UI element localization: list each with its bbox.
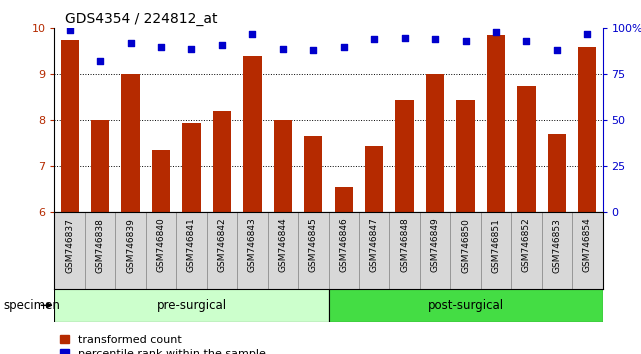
Bar bbox=[85, 212, 115, 289]
Point bbox=[460, 38, 470, 44]
Text: GSM746845: GSM746845 bbox=[309, 218, 318, 273]
Bar bbox=[91, 120, 109, 212]
Bar bbox=[578, 47, 596, 212]
Bar bbox=[456, 100, 474, 212]
Point bbox=[582, 31, 592, 37]
Text: GSM746851: GSM746851 bbox=[492, 218, 501, 273]
Text: GSM746837: GSM746837 bbox=[65, 218, 74, 273]
Point bbox=[552, 47, 562, 53]
Bar bbox=[365, 146, 383, 212]
Text: specimen: specimen bbox=[3, 299, 60, 312]
Text: GSM746846: GSM746846 bbox=[339, 218, 348, 273]
Text: GSM746847: GSM746847 bbox=[370, 218, 379, 273]
Text: GSM746838: GSM746838 bbox=[96, 218, 104, 273]
Point bbox=[491, 29, 501, 35]
Text: GSM746853: GSM746853 bbox=[553, 218, 562, 273]
Bar bbox=[274, 120, 292, 212]
Bar bbox=[426, 74, 444, 212]
Bar bbox=[61, 40, 79, 212]
Bar bbox=[481, 212, 511, 289]
Point bbox=[95, 59, 105, 64]
Bar bbox=[152, 150, 171, 212]
Text: GSM746841: GSM746841 bbox=[187, 218, 196, 273]
Point bbox=[278, 46, 288, 51]
Text: pre-surgical: pre-surgical bbox=[156, 299, 226, 312]
Text: GSM746840: GSM746840 bbox=[156, 218, 165, 273]
Text: GSM746848: GSM746848 bbox=[400, 218, 409, 273]
Bar bbox=[54, 289, 328, 322]
Point bbox=[430, 36, 440, 42]
Point bbox=[308, 47, 319, 53]
Bar bbox=[359, 212, 389, 289]
Point bbox=[369, 36, 379, 42]
Bar bbox=[176, 212, 206, 289]
Text: GSM746844: GSM746844 bbox=[278, 218, 287, 272]
Point bbox=[126, 40, 136, 46]
Text: GSM746852: GSM746852 bbox=[522, 218, 531, 273]
Point bbox=[247, 31, 258, 37]
Text: GSM746854: GSM746854 bbox=[583, 218, 592, 273]
Bar bbox=[54, 212, 85, 289]
Bar bbox=[517, 86, 535, 212]
Bar bbox=[304, 137, 322, 212]
Bar bbox=[182, 123, 201, 212]
Bar bbox=[389, 212, 420, 289]
Point bbox=[217, 42, 227, 48]
Text: post-surgical: post-surgical bbox=[428, 299, 504, 312]
Bar bbox=[213, 111, 231, 212]
Legend: transformed count, percentile rank within the sample: transformed count, percentile rank withi… bbox=[60, 335, 265, 354]
Bar bbox=[572, 212, 603, 289]
Point bbox=[399, 35, 410, 40]
Text: GSM746849: GSM746849 bbox=[431, 218, 440, 273]
Text: GSM746839: GSM746839 bbox=[126, 218, 135, 273]
Text: GSM746843: GSM746843 bbox=[248, 218, 257, 273]
Point bbox=[338, 44, 349, 50]
Bar bbox=[511, 212, 542, 289]
Bar bbox=[335, 187, 353, 212]
Bar bbox=[328, 212, 359, 289]
Bar bbox=[267, 212, 298, 289]
Bar bbox=[328, 289, 603, 322]
Bar bbox=[146, 212, 176, 289]
Bar bbox=[298, 212, 328, 289]
Bar bbox=[243, 56, 262, 212]
Text: GDS4354 / 224812_at: GDS4354 / 224812_at bbox=[65, 12, 218, 26]
Point bbox=[187, 46, 197, 51]
Bar bbox=[420, 212, 450, 289]
Bar bbox=[115, 212, 146, 289]
Point bbox=[521, 38, 531, 44]
Point bbox=[156, 44, 166, 50]
Text: GSM746850: GSM746850 bbox=[461, 218, 470, 273]
Bar bbox=[547, 134, 566, 212]
Bar bbox=[237, 212, 268, 289]
Bar bbox=[122, 74, 140, 212]
Bar bbox=[450, 212, 481, 289]
Bar bbox=[395, 100, 413, 212]
Bar bbox=[487, 35, 505, 212]
Bar bbox=[206, 212, 237, 289]
Point bbox=[65, 27, 75, 33]
Bar bbox=[542, 212, 572, 289]
Text: GSM746842: GSM746842 bbox=[217, 218, 226, 272]
